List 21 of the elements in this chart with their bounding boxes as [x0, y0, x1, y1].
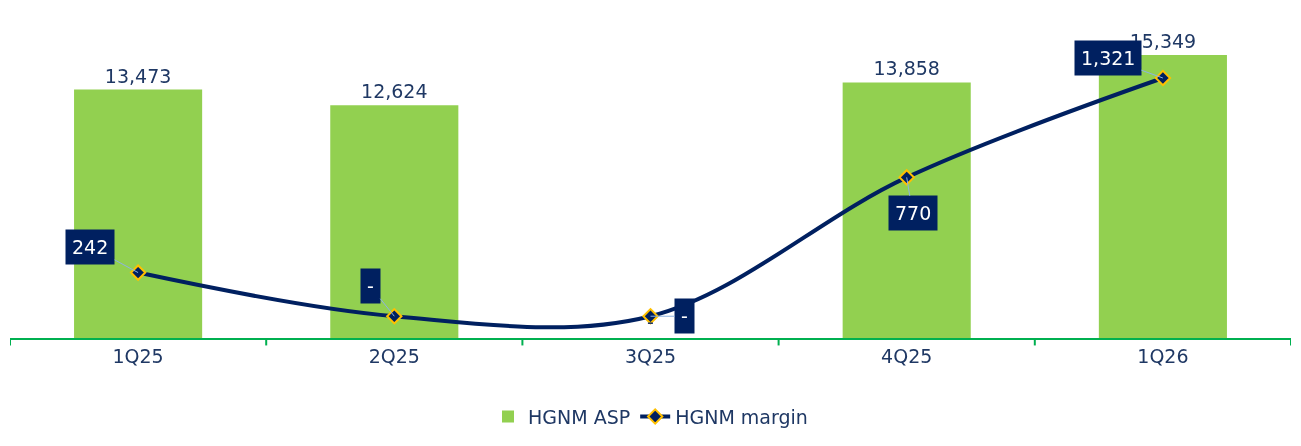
data-label: -: [367, 275, 374, 297]
point: [1154, 69, 1172, 87]
x-tick-label: 1Q25: [112, 344, 164, 367]
point: [129, 264, 147, 281]
data-label: 13,473: [104, 64, 172, 87]
data-label: 1,321: [1081, 47, 1136, 69]
data-label: 13,858: [873, 57, 940, 80]
point: [642, 308, 659, 325]
legend-label: HGNM margin: [675, 405, 808, 428]
x-tick-label: 3Q25: [624, 344, 677, 367]
point: [898, 169, 915, 186]
legend-label: HGNM ASP: [528, 405, 631, 428]
data-label: 242: [72, 236, 109, 258]
data-label: -: [681, 305, 688, 327]
annotation: -: [647, 311, 654, 333]
x-tick-label: 2Q25: [368, 344, 420, 367]
x-tick-label: 4Q25: [881, 344, 933, 367]
data-label: 12,624: [361, 80, 428, 103]
x-tick-label: 1Q26: [1137, 344, 1189, 367]
data-label: 770: [895, 202, 932, 224]
point: [386, 308, 403, 325]
